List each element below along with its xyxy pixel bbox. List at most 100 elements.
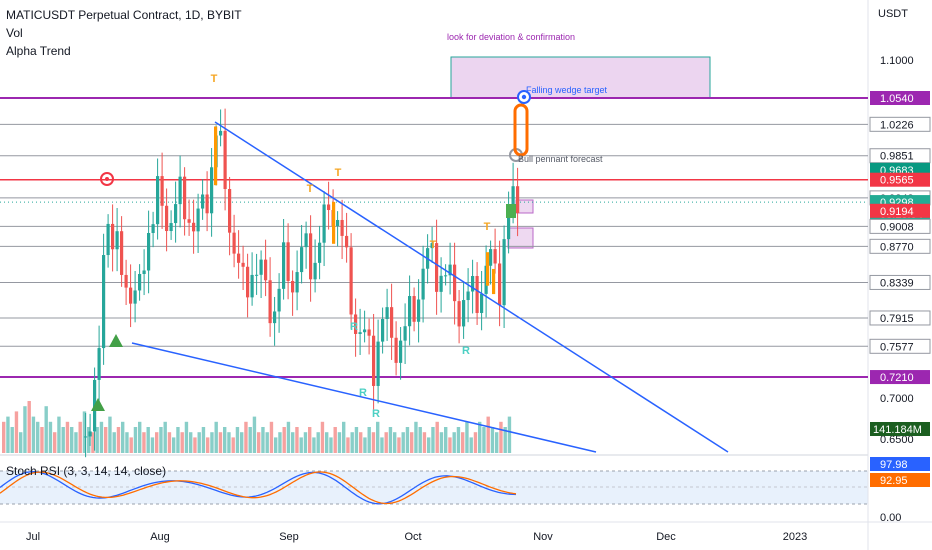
volume-bar xyxy=(435,421,439,453)
wedge-upper-trendline xyxy=(214,121,729,453)
price-level-badge xyxy=(869,148,931,164)
candle-body xyxy=(169,223,173,232)
alpha-top-signal: T xyxy=(335,167,342,179)
candle-body xyxy=(268,280,272,324)
green-flag xyxy=(506,204,516,218)
volume-bar xyxy=(65,421,70,453)
volume-bar xyxy=(61,427,65,453)
volume-bar xyxy=(265,432,269,453)
volume-bar xyxy=(257,432,261,453)
candle-body xyxy=(417,299,421,322)
volume-bar xyxy=(359,432,363,453)
candle-body xyxy=(106,223,110,256)
volume-bar xyxy=(431,427,435,453)
price-level-value: 0.9008 xyxy=(880,221,914,233)
stoch-d-line xyxy=(0,471,517,505)
volume-bar xyxy=(469,437,473,453)
price-level-badge xyxy=(870,203,930,218)
candle-body xyxy=(363,329,367,333)
candle-body xyxy=(286,242,290,281)
candle-body xyxy=(435,243,439,292)
candle-body xyxy=(156,176,160,225)
volume-bar xyxy=(150,437,155,453)
volume-bar xyxy=(252,416,257,453)
price-level-value: 1.0540 xyxy=(880,93,914,105)
candle-body xyxy=(511,186,515,209)
volume-bar xyxy=(184,421,189,453)
volume-bar xyxy=(452,432,456,453)
rsi-axis-tick: 0.00 xyxy=(880,512,901,524)
candle-body xyxy=(448,264,452,276)
volume-bar xyxy=(308,427,312,453)
price-level-value: 0.7577 xyxy=(880,341,914,353)
volume-bar xyxy=(176,427,180,453)
candle-body xyxy=(142,270,146,274)
candle-body xyxy=(129,287,133,304)
volume-bar xyxy=(337,432,342,453)
alpha-bottom-signal: R xyxy=(359,387,367,399)
alpha-trend-candle xyxy=(214,126,218,186)
volume-bar xyxy=(422,432,427,453)
volume-bar xyxy=(70,427,74,453)
price-level-value: 0.8339 xyxy=(880,277,914,289)
stoch-rsi-label: Stoch RSI (3, 3, 14, 14, close) xyxy=(6,464,166,478)
volume-bar xyxy=(40,427,44,453)
volume-bar xyxy=(282,427,286,453)
time-axis-label: Dec xyxy=(656,531,676,543)
red-circle-marker xyxy=(100,172,114,186)
volume-bar xyxy=(414,421,418,453)
volume-bar xyxy=(269,421,274,453)
candle-body xyxy=(327,204,331,211)
volume-bar xyxy=(261,427,265,453)
volume-bar xyxy=(405,427,410,453)
price-level-badge xyxy=(869,338,931,354)
price-level-badge xyxy=(869,310,931,326)
volume-bar xyxy=(231,437,235,453)
candle-body xyxy=(507,208,511,240)
volume-bar xyxy=(371,432,376,453)
volume-bar xyxy=(2,421,6,453)
volume-bar xyxy=(393,432,397,453)
volume-bar xyxy=(367,427,371,453)
volume-bar xyxy=(303,432,308,453)
volume-bar xyxy=(99,421,104,453)
candle-body xyxy=(192,222,196,232)
volume-bar xyxy=(14,411,19,453)
candle-body xyxy=(295,272,299,293)
candle-body xyxy=(201,194,205,209)
candle-body xyxy=(147,233,151,271)
candle-body xyxy=(210,167,214,214)
price-level-badge xyxy=(869,274,931,290)
candle-body xyxy=(502,239,506,306)
volume-bar xyxy=(363,437,367,453)
volume-bar xyxy=(159,427,163,453)
candle-body xyxy=(367,329,371,336)
volume-bar xyxy=(380,437,384,453)
vol-legend[interactable]: Vol xyxy=(6,26,23,40)
price-level-badge xyxy=(870,172,930,187)
volume-bar xyxy=(201,427,206,453)
volume-bar xyxy=(486,416,490,453)
time-axis-label: Jul xyxy=(26,531,40,543)
volume-bar xyxy=(439,432,444,453)
candle-body xyxy=(102,255,106,349)
stoch-d-badge xyxy=(870,473,930,487)
volume-bar xyxy=(36,421,40,453)
volume-bar xyxy=(295,427,299,453)
candle-body xyxy=(232,232,236,254)
volume-bar xyxy=(104,427,108,453)
candle-body xyxy=(412,296,416,322)
time-axis-label: 2023 xyxy=(783,531,807,543)
volume-bar xyxy=(346,437,350,453)
stoch-d-value: 92.95 xyxy=(880,475,908,487)
alpha-trend-legend[interactable]: Alpha Trend xyxy=(6,44,71,58)
volume-bar xyxy=(312,437,316,453)
volume-bar xyxy=(291,432,295,453)
volume-bar xyxy=(299,437,303,453)
annotation-pennant: Bull pennant forecast xyxy=(518,154,603,164)
buy-signal-triangle xyxy=(91,398,105,411)
volume-bar xyxy=(218,432,223,453)
candle-body xyxy=(183,176,187,220)
candle-body xyxy=(399,340,403,363)
